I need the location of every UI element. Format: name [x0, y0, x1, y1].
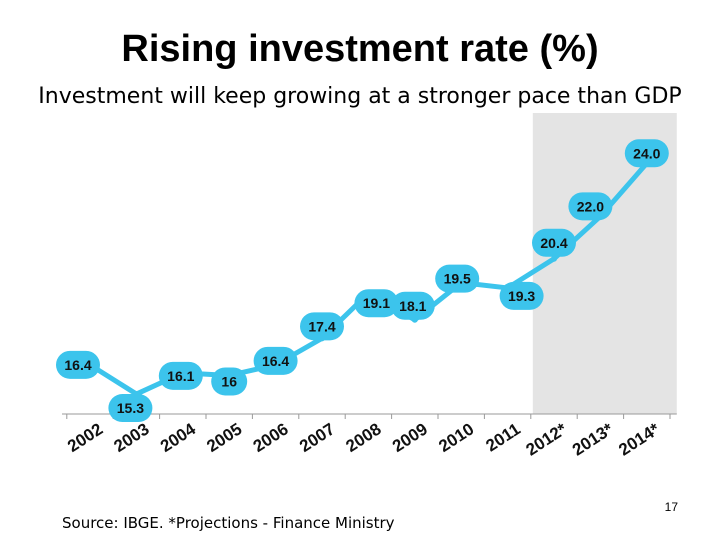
data-label-bubble: [211, 367, 248, 396]
x-tick-label: 2009: [389, 419, 431, 456]
data-label: 16.1: [167, 368, 194, 384]
x-tick-label: 2004: [157, 419, 200, 456]
data-label: 15.3: [117, 400, 144, 416]
x-tick-label: 2013*: [569, 419, 617, 459]
x-tick-label: 2002: [64, 419, 106, 456]
x-tick-label: 2007: [296, 419, 338, 456]
data-label: 19.3: [508, 288, 535, 304]
data-label-bubble: [624, 139, 669, 168]
chart-subtitle: Investment will keep growing at a strong…: [38, 84, 682, 109]
x-tick-label: 2010: [435, 419, 477, 456]
data-label-bubble: [108, 394, 153, 423]
x-tick-label: 2005: [203, 419, 245, 456]
data-label-bubble: [158, 361, 203, 390]
data-label: 22.0: [577, 198, 604, 214]
x-tick-label: 2012*: [523, 419, 571, 459]
data-label-bubble: [253, 346, 298, 375]
data-label: 16.4: [262, 353, 289, 369]
data-label-bubble: [300, 312, 344, 341]
data-label: 19.5: [444, 271, 471, 287]
data-label: 19.1: [363, 295, 390, 311]
data-label: 18.1: [399, 298, 426, 314]
x-tick-label: 2014*: [615, 419, 663, 459]
x-tick-label: 2011: [482, 419, 523, 455]
page-number: 17: [664, 500, 678, 514]
data-label-bubble: [354, 289, 399, 318]
x-tick-label: 2003: [111, 419, 153, 456]
data-label: 20.4: [540, 235, 567, 251]
data-label: 17.4: [308, 318, 335, 334]
data-label-bubble: [390, 291, 435, 320]
x-tick-label: 2006: [250, 419, 292, 456]
data-label-bubble: [532, 228, 576, 257]
data-label-bubble: [435, 264, 480, 293]
data-label: 24.0: [633, 145, 660, 161]
data-label-bubble: [499, 281, 544, 310]
data-label: 16.4: [64, 357, 91, 373]
x-tick-label: 2008: [343, 419, 385, 456]
source-note: Source: IBGE. *Projections - Finance Min…: [62, 514, 395, 532]
data-label-bubble: [56, 350, 100, 379]
data-label-bubble: [568, 192, 613, 221]
data-label: 16: [221, 373, 237, 389]
data-point: [551, 255, 557, 262]
chart-title: Rising investment rate (%): [121, 28, 599, 70]
